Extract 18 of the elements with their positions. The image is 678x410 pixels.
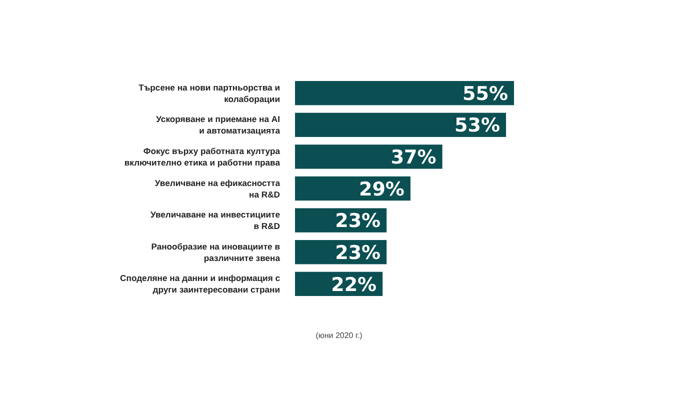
- bar: [295, 81, 514, 106]
- bar: [295, 144, 442, 169]
- y-tick-label: Ускоряване и приемане на AI и автоматизацията: [156, 114, 280, 136]
- y-tick-label: Ранообразие на иновациите в различните звена: [151, 241, 280, 263]
- data-label: 37%: [390, 146, 436, 169]
- data-label: 29%: [358, 178, 404, 200]
- text: (юни 2020 г.): [316, 331, 363, 340]
- data-label: 55%: [462, 82, 508, 105]
- data-label: 53%: [454, 114, 500, 137]
- data-label: 22%: [331, 274, 377, 296]
- data-label: 23%: [335, 210, 381, 232]
- y-tick-label: Увеличване на ефикасността на R&D: [154, 178, 280, 200]
- bar: [295, 112, 506, 137]
- y-tick-label: Увеличаване на инвестициите в R&D: [150, 210, 280, 232]
- y-tick-label: Търсене на нови партньорства и колаборации: [138, 82, 280, 104]
- y-tick-label: Споделяне на данни и информация с други заинтересовани страни: [120, 273, 280, 295]
- data-label: 23%: [335, 242, 381, 264]
- y-tick-label: Фокус върху работната култура включително етика и работни права: [124, 146, 280, 168]
